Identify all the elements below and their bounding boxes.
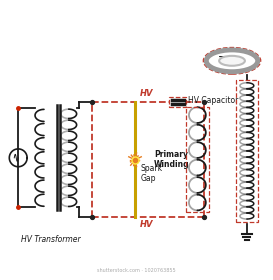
Bar (236, 80, 258, 222)
Text: shutterstock.com · 1020763855: shutterstock.com · 1020763855 (97, 268, 175, 273)
Text: Spark
Gap: Spark Gap (141, 164, 163, 183)
Text: Primary
Winding: Primary Winding (153, 150, 189, 169)
Text: Torus: Torus (219, 56, 245, 65)
Text: HV Capacitor: HV Capacitor (188, 96, 239, 105)
Bar (169, 97, 186, 107)
Text: HV Transformer: HV Transformer (21, 235, 81, 244)
Ellipse shape (219, 56, 245, 66)
Text: HV: HV (140, 89, 153, 99)
Bar (186, 107, 209, 212)
Text: HV: HV (140, 220, 153, 229)
